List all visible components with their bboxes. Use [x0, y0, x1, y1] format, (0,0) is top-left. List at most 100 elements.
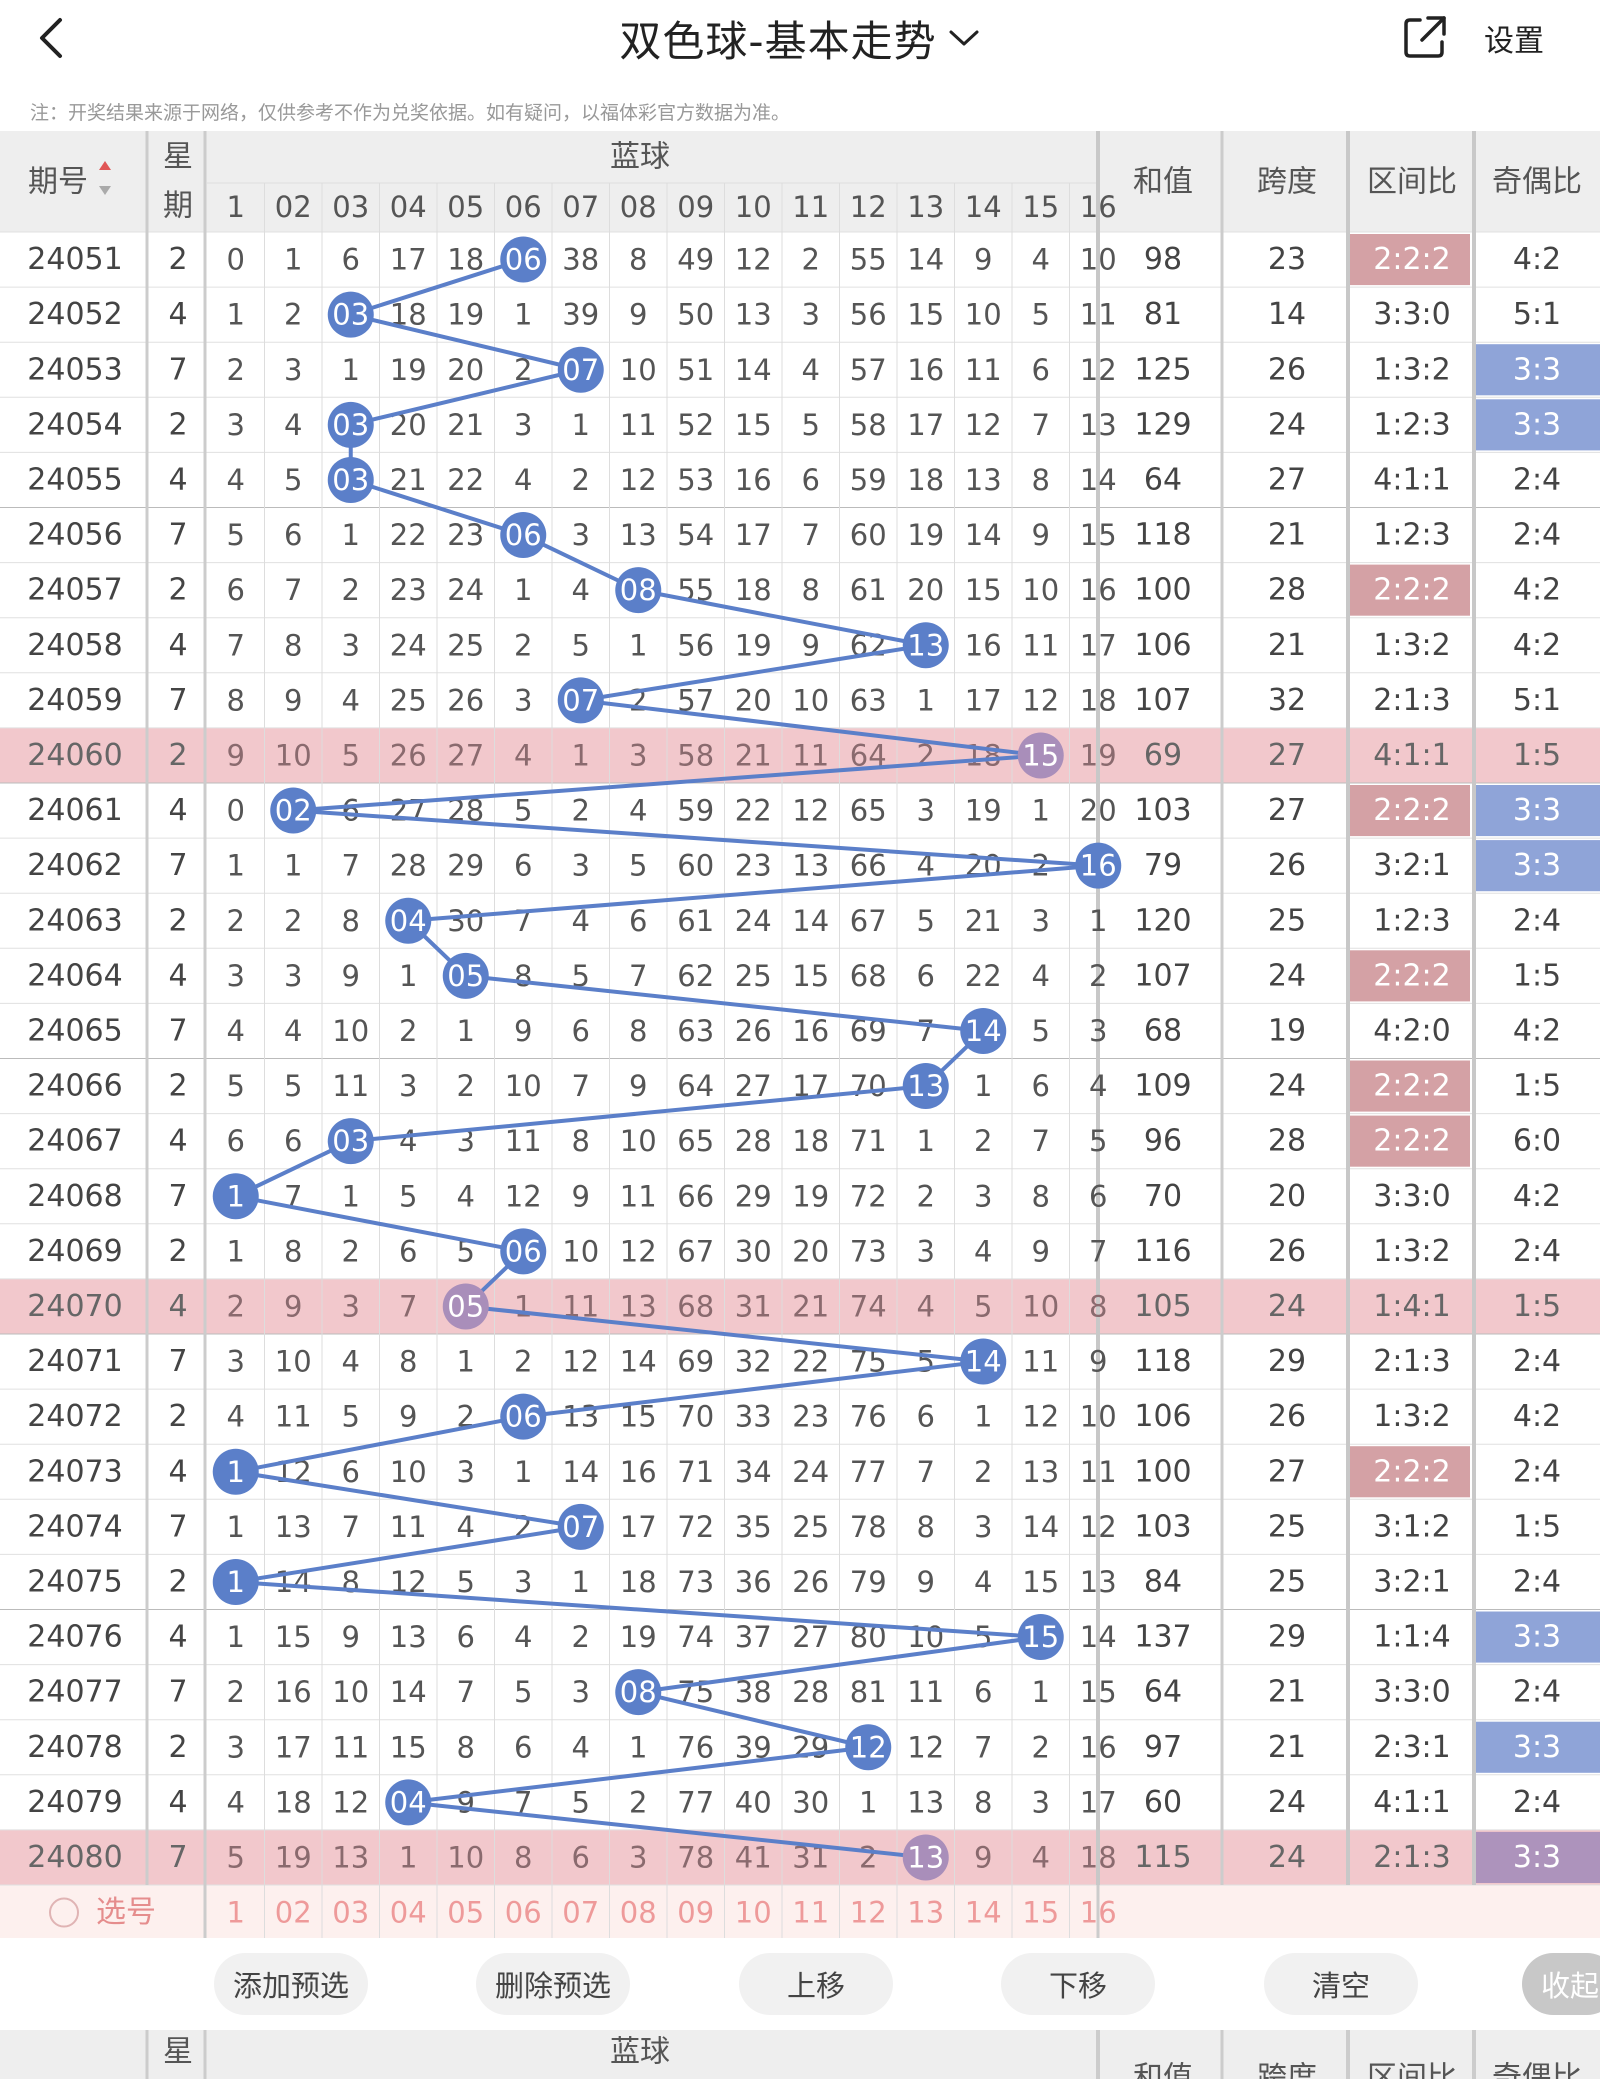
miss-count-cell: 9: [974, 1840, 992, 1874]
miss-count-cell: 12: [1022, 683, 1059, 717]
miss-count-cell: 16: [1080, 1730, 1117, 1764]
select-number-button[interactable]: 11: [792, 1896, 829, 1930]
select-number-button[interactable]: 03: [332, 1896, 369, 1930]
table-row: 24051 2 0 1 6 17 18 38 8 49 12 2 55 14 9 4 10 98 23 2:2:2 4:…: [27, 242, 1561, 277]
select-number-button[interactable]: 06: [505, 1896, 542, 1930]
move-down-button[interactable]: 下移: [1001, 1953, 1155, 2015]
miss-count-cell: 21: [447, 408, 484, 442]
miss-count-cell: 2: [342, 1234, 360, 1268]
move-up-button[interactable]: 上移: [739, 1953, 893, 2015]
miss-count-cell: 7: [514, 1785, 532, 1819]
miss-count-cell: 9: [227, 738, 245, 772]
miss-count-cell: 59: [850, 463, 887, 497]
column-header-span: 跨度: [1257, 165, 1317, 200]
miss-count-cell: 4: [802, 353, 820, 387]
add-preselect-button[interactable]: 添加预选: [214, 1953, 368, 2015]
weekday-cell: 4: [168, 1785, 187, 1820]
select-number-button[interactable]: 10: [735, 1896, 772, 1930]
chevron-down-icon[interactable]: [947, 26, 981, 50]
miss-count-cell: 67: [677, 1234, 714, 1268]
period-cell: 24078: [27, 1730, 122, 1765]
odd-even-cell: 3:3: [1513, 407, 1561, 442]
table-row: 24079 4 4 18 12 9 7 5 2 77 40 30 1 13 8 3 17 60 24 4:1:1 2:4: [27, 1785, 1561, 1820]
miss-count-cell: 4: [974, 1234, 992, 1268]
miss-count-cell: 9: [457, 1785, 475, 1819]
select-number-button[interactable]: 04: [390, 1896, 427, 1930]
miss-count-cell: 6: [1032, 1069, 1050, 1103]
drawn-ball-number: 03: [332, 1124, 369, 1158]
clear-button[interactable]: 清空: [1264, 1953, 1418, 2015]
miss-count-cell: 3: [514, 683, 532, 717]
odd-even-cell: 1:5: [1513, 1289, 1561, 1324]
page-title[interactable]: 双色球-基本走势: [619, 16, 937, 66]
miss-count-cell: 13: [332, 1840, 369, 1874]
select-number-button[interactable]: 1: [227, 1896, 245, 1930]
miss-count-cell: 36: [735, 1565, 772, 1599]
miss-count-cell: 3: [917, 794, 935, 828]
delete-preselect-button[interactable]: 删除预选: [476, 1953, 630, 2015]
select-number-button[interactable]: 09: [677, 1896, 714, 1930]
collapse-button[interactable]: 收起: [1522, 1953, 1600, 2015]
miss-count-cell: 74: [677, 1620, 714, 1654]
miss-count-cell: 19: [792, 1179, 829, 1213]
miss-count-cell: 65: [850, 794, 887, 828]
select-number-button[interactable]: 14: [965, 1896, 1002, 1930]
weekday-cell: 7: [168, 1840, 187, 1875]
zone-ratio-cell: 1:3:2: [1373, 1234, 1450, 1269]
miss-count-cell: 3: [917, 1234, 935, 1268]
miss-count-cell: 7: [342, 1510, 360, 1544]
share-icon[interactable]: [1400, 12, 1450, 62]
miss-count-cell: 10: [792, 683, 829, 717]
table-row: 24071 7 3 10 4 8 1 2 12 14 69 32 22 75 5 11 9 118 29 2:1:3 2…: [27, 1344, 1561, 1379]
odd-even-cell: 5:1: [1513, 297, 1561, 332]
drawn-ball: 02: [270, 787, 317, 834]
miss-count-cell: 14: [735, 353, 772, 387]
weekday-cell: 7: [168, 1675, 187, 1710]
weekday-cell: 2: [168, 407, 187, 442]
drawn-ball-number: 1: [227, 1455, 245, 1489]
miss-count-cell: 56: [677, 628, 714, 662]
span-cell: 23: [1268, 242, 1306, 277]
miss-count-cell: 58: [850, 408, 887, 442]
sum-cell: 60: [1144, 1785, 1182, 1820]
miss-count-cell: 20: [735, 683, 772, 717]
select-radio[interactable]: [49, 1897, 79, 1928]
settings-button[interactable]: 设置: [1484, 24, 1544, 59]
sum-cell: 96: [1144, 1124, 1182, 1159]
zone-ratio-cell: 3:3:0: [1373, 297, 1450, 332]
select-number-button[interactable]: 12: [850, 1896, 887, 1930]
miss-count-cell: 25: [792, 1510, 829, 1544]
miss-count-cell: 56: [850, 298, 887, 332]
miss-count-cell: 10: [907, 1620, 944, 1654]
miss-count-cell: 2: [284, 904, 302, 938]
zone-ratio-highlight: [1350, 564, 1470, 616]
weekday-cell: 4: [168, 297, 187, 332]
select-number-button[interactable]: 07: [562, 1896, 599, 1930]
miss-count-cell: 25: [390, 683, 427, 717]
select-number-button[interactable]: 02: [275, 1896, 312, 1930]
chevron-left-icon[interactable]: [30, 14, 74, 62]
miss-count-cell: 65: [677, 1124, 714, 1158]
preselect-toolbar: 添加预选 删除预选 上移 下移 清空 收起: [0, 1938, 1600, 2030]
select-number-button[interactable]: 15: [1022, 1896, 1059, 1930]
odd-even-cell: 4:2: [1513, 1013, 1561, 1048]
miss-count-cell: 5: [514, 794, 532, 828]
miss-count-cell: 3: [342, 1289, 360, 1323]
select-number-button[interactable]: 13: [907, 1896, 944, 1930]
drawn-ball-number: 04: [390, 904, 427, 938]
miss-count-cell: 7: [1032, 408, 1050, 442]
select-number-button[interactable]: 16: [1080, 1896, 1117, 1930]
sum-cell: 125: [1134, 352, 1191, 387]
select-number-button[interactable]: 08: [620, 1896, 657, 1930]
column-header-weekday-bottom: 期: [163, 189, 193, 224]
span-cell: 29: [1268, 1344, 1306, 1379]
miss-count-cell: 1: [284, 849, 302, 883]
odd-even-cell: 3:3: [1513, 352, 1561, 387]
miss-count-cell: 2: [342, 573, 360, 607]
miss-count-cell: 11: [505, 1124, 542, 1158]
miss-count-cell: 16: [620, 1455, 657, 1489]
sort-arrows-icon[interactable]: [99, 161, 111, 195]
select-number-button[interactable]: 05: [447, 1896, 484, 1930]
blue-column-header: 08: [620, 190, 657, 224]
miss-count-cell: 3: [572, 1675, 590, 1709]
